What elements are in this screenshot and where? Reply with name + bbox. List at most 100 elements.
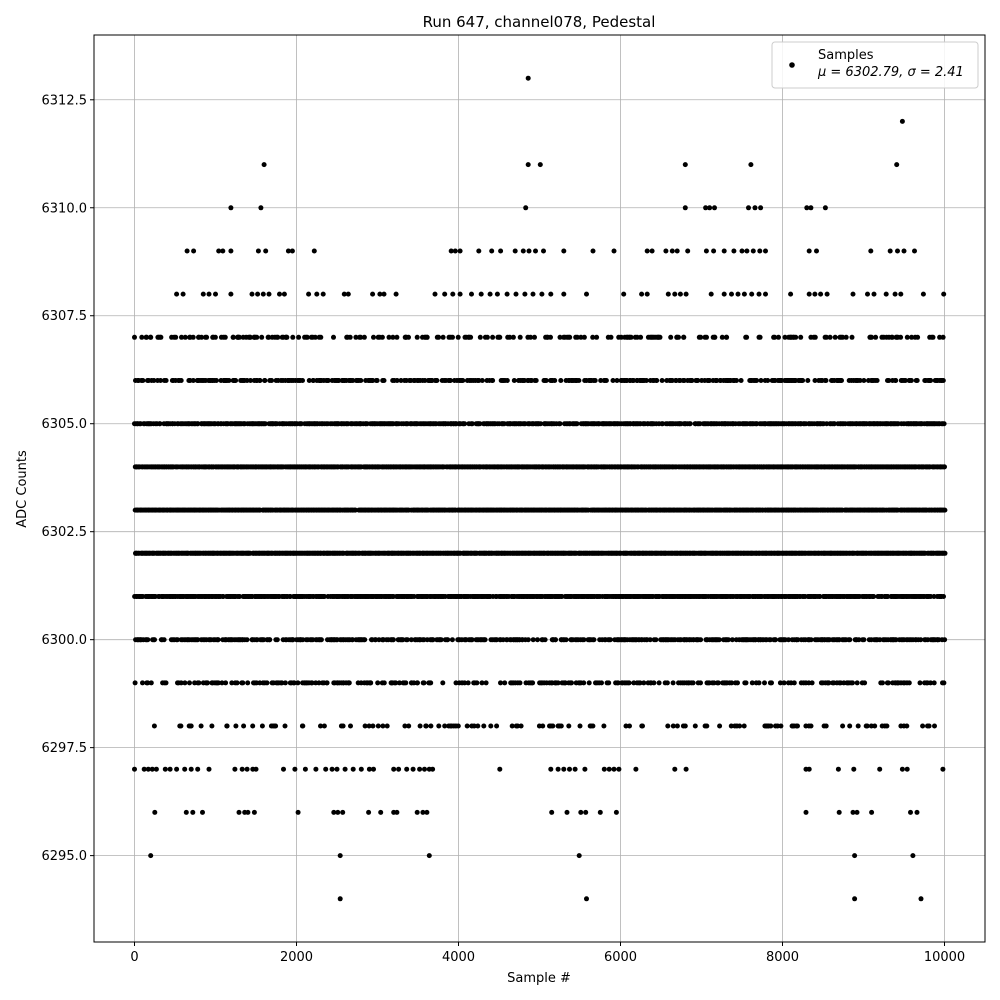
data-point (698, 637, 704, 643)
data-point (931, 680, 937, 686)
data-point (151, 723, 157, 729)
data-point (469, 637, 475, 643)
data-point (902, 378, 908, 383)
data-point (577, 723, 583, 729)
data-point (290, 334, 296, 340)
data-point (729, 680, 735, 686)
data-point (483, 680, 489, 686)
data-point (538, 421, 544, 427)
data-point (893, 378, 899, 383)
data-point (791, 680, 797, 686)
data-point (269, 378, 275, 383)
data-point (558, 723, 564, 729)
data-point (941, 594, 946, 599)
data-point (765, 378, 771, 383)
data-point (769, 680, 774, 686)
data-point (475, 723, 481, 729)
data-point (254, 334, 260, 340)
data-point (403, 680, 409, 686)
data-point (132, 680, 138, 686)
data-point (234, 680, 240, 686)
data-point (245, 680, 251, 686)
data-point (340, 723, 346, 729)
data-point (428, 723, 434, 729)
data-point (917, 680, 923, 686)
data-point (240, 680, 246, 686)
data-point (479, 680, 485, 686)
data-point (374, 378, 380, 383)
data-point (884, 723, 890, 729)
data-point (670, 723, 676, 729)
data-point (737, 723, 743, 729)
data-point (163, 378, 169, 383)
data-point (502, 680, 508, 686)
data-point (735, 680, 740, 686)
data-point (674, 723, 680, 729)
data-point (306, 378, 312, 383)
data-point (778, 723, 784, 729)
data-point (626, 680, 632, 686)
data-point (298, 421, 304, 427)
data-point (151, 378, 157, 383)
data-point (861, 637, 867, 643)
data-point (781, 680, 787, 686)
data-point (195, 421, 201, 427)
data-point (440, 680, 446, 686)
data-point (380, 723, 386, 729)
data-point (273, 723, 279, 729)
data-point (244, 637, 250, 643)
data-point (274, 637, 280, 643)
data-point (716, 637, 722, 643)
data-point (768, 723, 774, 729)
data-point (346, 680, 352, 686)
data-point (847, 723, 853, 729)
data-point (734, 378, 739, 383)
data-point (393, 680, 399, 686)
data-point (795, 723, 800, 729)
data-point (854, 680, 860, 686)
data-point (586, 680, 592, 686)
data-point (533, 378, 539, 383)
data-point (259, 723, 265, 729)
data-point (603, 378, 609, 383)
data-point (325, 378, 331, 383)
data-point (148, 680, 154, 686)
data-point (158, 378, 163, 383)
data-point (535, 637, 540, 643)
data-point (808, 723, 814, 729)
data-point (920, 723, 926, 729)
data-point (417, 723, 423, 729)
data-point (758, 378, 764, 383)
data-point (479, 378, 485, 383)
data-point (871, 594, 877, 599)
data-point (530, 637, 536, 643)
data-point (840, 723, 846, 729)
data-point (163, 680, 169, 686)
data-point (386, 334, 392, 340)
data-point (826, 680, 832, 686)
data-point (368, 680, 374, 686)
data-point (398, 378, 404, 383)
data-point (542, 637, 548, 643)
data-point (908, 378, 914, 383)
data-point (257, 378, 263, 383)
data-point (557, 421, 563, 427)
data-point (434, 378, 440, 383)
data-point (823, 378, 829, 383)
data-point (607, 637, 613, 643)
data-point (358, 378, 364, 383)
data-point (157, 421, 163, 427)
data-point (428, 680, 434, 686)
data-point (641, 680, 647, 686)
data-point (553, 637, 558, 643)
data-point (777, 680, 783, 686)
data-point (773, 637, 778, 643)
data-point (517, 680, 523, 686)
data-point (290, 637, 296, 643)
data-point (361, 334, 367, 340)
data-point (384, 723, 390, 729)
data-point (647, 637, 653, 643)
data-point (482, 637, 488, 643)
data-point (295, 680, 301, 686)
data-point (462, 680, 468, 686)
